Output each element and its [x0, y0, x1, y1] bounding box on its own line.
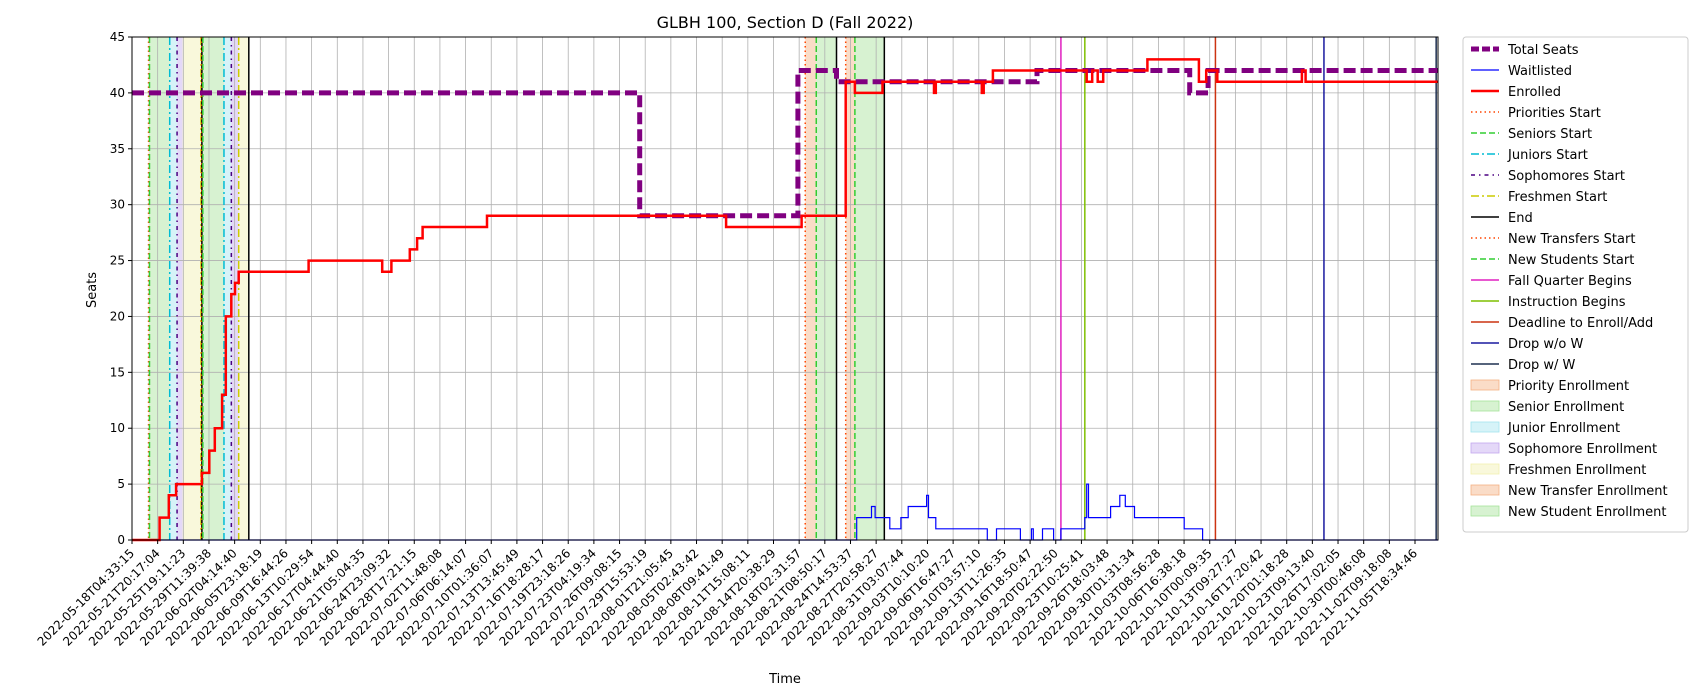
vertical-markers	[147, 37, 1437, 540]
region-new-transfer-enrollment	[805, 37, 817, 540]
legend-label: Waitlisted	[1508, 64, 1572, 79]
legend-swatch	[1470, 379, 1500, 391]
legend-swatch	[1470, 484, 1500, 496]
y-tick-label: 30	[110, 198, 125, 212]
y-tick-label: 25	[110, 254, 125, 268]
region-priority-enrollment	[148, 37, 150, 540]
region-junior-enrollment	[223, 37, 232, 540]
region-sophomore-enrollment	[177, 37, 183, 540]
x-axis-label: Time	[768, 672, 801, 687]
legend-label: Deadline to Enroll/Add	[1508, 316, 1653, 331]
legend-label: Sophomores Start	[1508, 169, 1625, 184]
y-tick-label: 40	[110, 86, 125, 100]
legend-label: New Transfers Start	[1508, 232, 1635, 247]
legend-label: Junior Enrollment	[1507, 421, 1620, 436]
series-waitlisted	[132, 483, 1438, 541]
legend-label: Priorities Start	[1508, 106, 1601, 121]
region-senior-enrollment	[202, 37, 224, 540]
legend-label: New Students Start	[1508, 253, 1634, 268]
legend-label: Instruction Begins	[1508, 295, 1626, 310]
plot-frame	[131, 36, 1439, 541]
y-tick-label: 35	[110, 142, 125, 156]
y-axis-label: Seats	[85, 272, 100, 308]
legend: Total Seats Waitlisted Enrolled Priorities …	[1462, 36, 1689, 533]
y-tick-label: 10	[110, 421, 125, 435]
legend-swatch	[1470, 400, 1500, 412]
legend-label: Total Seats	[1507, 43, 1579, 58]
region-junior-enrollment	[169, 37, 178, 540]
legend-label: Sophomore Enrollment	[1508, 442, 1657, 457]
legend-swatch	[1470, 421, 1500, 433]
x-axis-ticks: 2022-05-18T04:33:152022-05-21T20:17:0420…	[35, 540, 1420, 649]
grid-lines	[131, 36, 1438, 541]
region-freshmen-enrollment	[238, 37, 249, 540]
legend-label: End	[1508, 211, 1533, 226]
chart-title: GLBH 100, Section D (Fall 2022)	[657, 13, 914, 32]
region-new-student-enrollment	[816, 37, 837, 540]
legend-label: Freshmen Start	[1508, 190, 1607, 205]
legend-label: Enrolled	[1508, 85, 1561, 100]
region-new-student-enrollment	[854, 37, 885, 540]
legend-swatch	[1470, 505, 1500, 517]
legend-box	[1462, 36, 1689, 533]
legend-swatch	[1470, 463, 1500, 475]
legend-label: Freshmen Enrollment	[1508, 463, 1646, 478]
region-senior-enrollment	[149, 37, 170, 540]
y-tick-label: 5	[117, 477, 125, 491]
legend-label: Drop w/ W	[1508, 358, 1576, 373]
y-axis-ticks: 0 5 10 15 20 25 30 35 40 45	[110, 30, 132, 547]
legend-label: Drop w/o W	[1508, 337, 1584, 352]
legend-label: Juniors Start	[1507, 148, 1588, 163]
legend-label: Senior Enrollment	[1508, 400, 1624, 415]
legend-label: Seniors Start	[1508, 127, 1592, 142]
legend-label: Priority Enrollment	[1508, 379, 1629, 394]
data-series	[132, 58, 1438, 542]
y-tick-label: 45	[110, 30, 125, 44]
series-enrolled	[132, 58, 1438, 542]
region-freshmen-enrollment	[182, 37, 202, 540]
y-tick-label: 0	[117, 533, 125, 547]
y-tick-label: 20	[110, 309, 125, 323]
legend-label: New Transfer Enrollment	[1508, 484, 1668, 499]
legend-label: New Student Enrollment	[1508, 505, 1666, 520]
y-tick-label: 15	[110, 365, 125, 379]
legend-swatch	[1470, 442, 1500, 454]
legend-label: Fall Quarter Begins	[1508, 274, 1632, 289]
